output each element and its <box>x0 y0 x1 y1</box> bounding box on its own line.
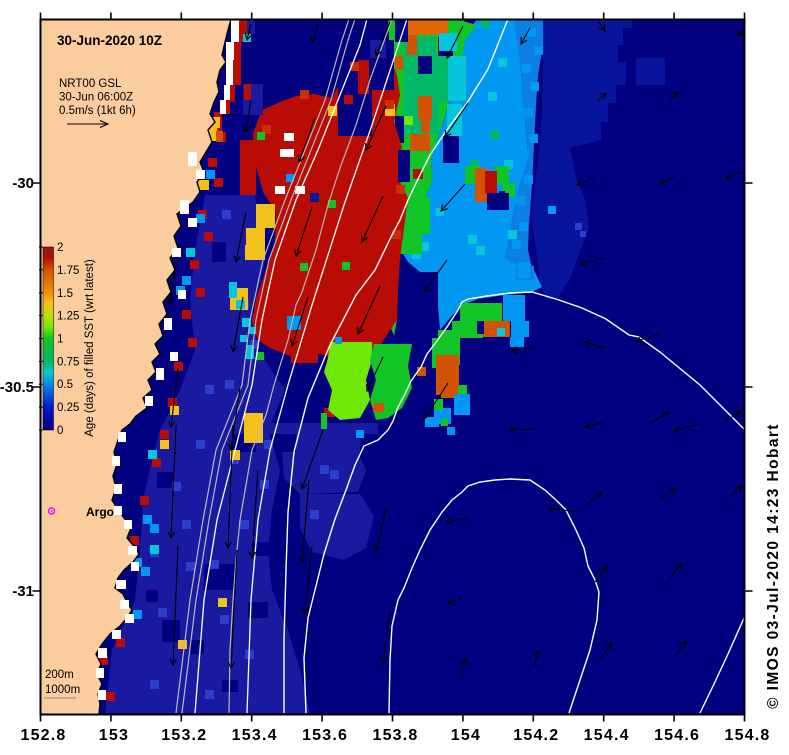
svg-text:1.25: 1.25 <box>57 311 79 323</box>
svg-text:30-Jun 06:00Z: 30-Jun 06:00Z <box>59 92 133 104</box>
svg-text:154.4: 154.4 <box>584 727 630 744</box>
svg-text:153.6: 153.6 <box>302 727 348 744</box>
svg-text:153.2: 153.2 <box>161 727 207 744</box>
svg-text:153.8: 153.8 <box>372 727 418 744</box>
svg-text:0.75: 0.75 <box>57 356 79 368</box>
svg-text:154: 154 <box>451 727 481 744</box>
svg-text:153: 153 <box>99 727 129 744</box>
svg-text:1.5: 1.5 <box>57 288 73 300</box>
svg-text:0.5m/s (1kt 6h): 0.5m/s (1kt 6h) <box>59 105 136 117</box>
svg-text:Age (days) of filled SST (wrt: Age (days) of filled SST (wrt latest) <box>84 259 96 437</box>
svg-text:NRT00 GSL: NRT00 GSL <box>59 78 122 90</box>
svg-text:200m: 200m <box>45 669 74 681</box>
svg-text:-30: -30 <box>12 175 34 192</box>
svg-text:0.5: 0.5 <box>57 379 73 391</box>
svg-text:1: 1 <box>57 334 63 346</box>
svg-text:154.2: 154.2 <box>513 727 559 744</box>
svg-text:1000m: 1000m <box>45 684 80 696</box>
svg-text:-31: -31 <box>12 583 34 600</box>
svg-text:0.25: 0.25 <box>57 402 79 414</box>
svg-text:30-Jun-2020 10Z: 30-Jun-2020 10Z <box>57 33 162 48</box>
svg-text:154.8: 154.8 <box>724 727 770 744</box>
svg-text:152.8: 152.8 <box>20 727 66 744</box>
svg-text:© IMOS 03-Jul-2020 14:23 Hobar: © IMOS 03-Jul-2020 14:23 Hobart <box>765 423 782 709</box>
svg-text:1.75: 1.75 <box>57 265 79 277</box>
svg-text:0: 0 <box>57 425 63 437</box>
svg-text:153.4: 153.4 <box>232 727 278 744</box>
svg-text:2: 2 <box>57 242 63 254</box>
svg-text:Argo: Argo <box>86 505 114 519</box>
svg-text:154.6: 154.6 <box>654 727 700 744</box>
svg-text:-30.5: -30.5 <box>0 379 34 396</box>
